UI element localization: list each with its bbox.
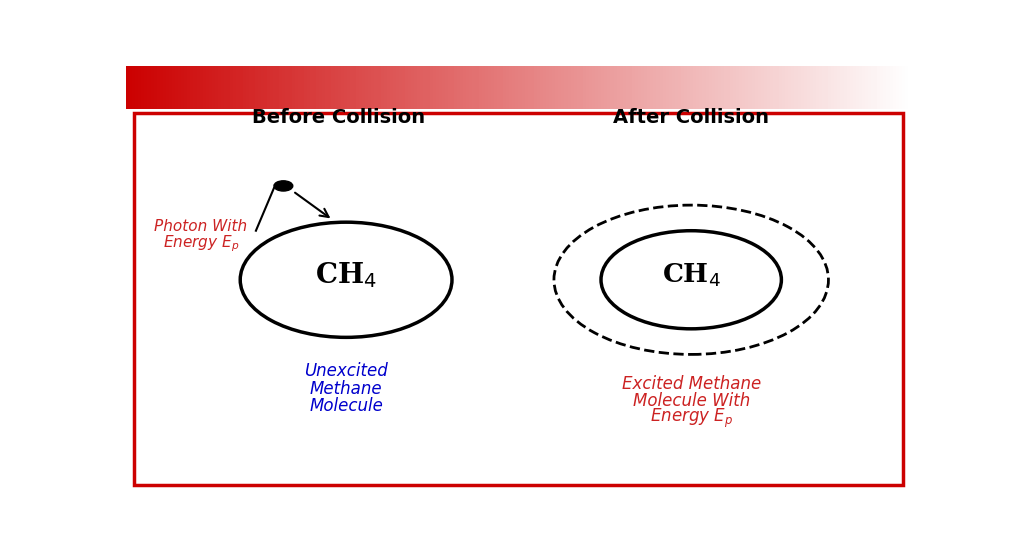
Circle shape	[601, 230, 780, 329]
Text: CH$_4$: CH$_4$	[661, 261, 720, 289]
Text: Energy $E_p$: Energy $E_p$	[163, 233, 239, 254]
Circle shape	[274, 181, 292, 191]
Text: Unexcited: Unexcited	[304, 362, 387, 381]
Text: Before Collision: Before Collision	[252, 108, 425, 127]
Text: Energy $E_p$: Energy $E_p$	[649, 407, 732, 430]
Text: Photon With: Photon With	[155, 219, 248, 234]
Text: Methane: Methane	[309, 379, 382, 398]
Text: Molecule: Molecule	[309, 397, 382, 414]
Text: After Collision: After Collision	[613, 108, 768, 127]
Text: Excited Methane: Excited Methane	[621, 375, 760, 393]
Circle shape	[240, 222, 452, 337]
Text: CH$_4$: CH$_4$	[314, 260, 377, 290]
Text: Molecule With: Molecule With	[632, 392, 749, 411]
